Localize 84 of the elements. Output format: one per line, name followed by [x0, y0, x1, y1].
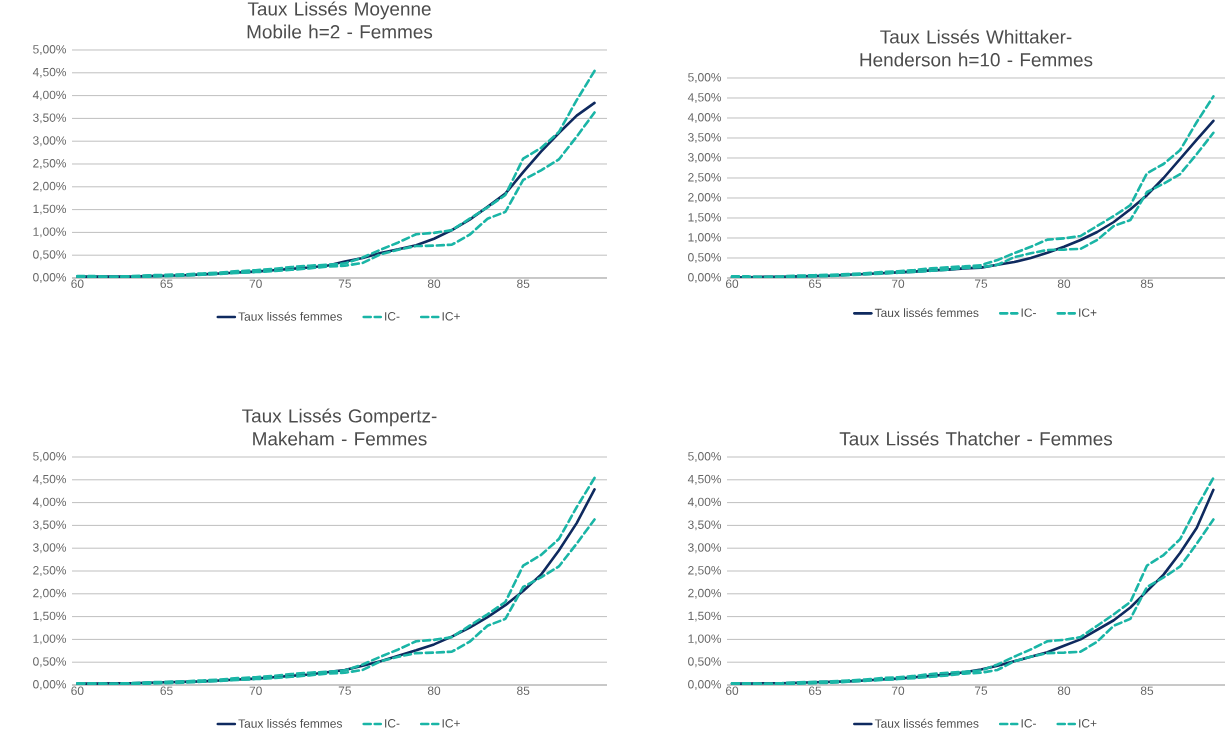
y-tick-label: 5,00% — [33, 45, 67, 55]
y-tick-label: 0,50% — [688, 657, 722, 668]
y-tick-label: 4,00% — [32, 497, 67, 508]
y-tick-label: 2,50% — [688, 566, 722, 576]
x-tick-label: 70 — [891, 686, 905, 695]
y-tick-label: 0,00% — [688, 680, 722, 690]
y-tick-label: 1,50% — [33, 204, 67, 215]
y-tick-label: 3,50% — [33, 520, 67, 531]
x-tick-label: 70 — [249, 279, 262, 288]
legend-label: IC- — [1021, 308, 1036, 317]
y-tick-label: 3,00% — [688, 543, 722, 554]
y-tick-label: 0,50% — [33, 250, 67, 261]
y-tick-label: 3,00% — [33, 543, 67, 554]
y-tick-label: 3,00% — [688, 153, 722, 163]
y-tick-label: 3,50% — [688, 133, 722, 143]
y-tick-label: 2,00% — [33, 181, 67, 192]
legend-label: Taux lissés femmes — [874, 308, 979, 318]
legend-label: IC+ — [1079, 308, 1097, 317]
y-tick-label: 2,50% — [33, 159, 67, 169]
x-tick-label: 80 — [1057, 686, 1071, 695]
x-tick-label: 70 — [249, 686, 262, 695]
y-tick-label: 3,00% — [33, 136, 67, 147]
y-tick-label: 1,50% — [688, 213, 722, 223]
x-tick-label: 65 — [160, 279, 173, 288]
legend-label: IC+ — [442, 312, 460, 321]
y-tick-label: 3,50% — [33, 113, 67, 124]
y-tick-label: 1,00% — [33, 634, 67, 645]
y-tick-label: 2,00% — [688, 588, 722, 599]
y-tick-label: 5,00% — [33, 452, 67, 462]
chart-title: Taux Lissés Gompertz-Makeham - Femmes — [242, 408, 437, 446]
x-tick-label: 80 — [1057, 279, 1071, 288]
x-tick-label: 85 — [1140, 279, 1154, 288]
legend-label: Taux lissés femmes — [874, 718, 979, 728]
legend-label: Taux lissés femmes — [238, 311, 342, 321]
y-tick-label: 0,00% — [33, 273, 67, 283]
x-tick-label: 60 — [725, 279, 739, 288]
x-tick-label: 85 — [1140, 686, 1154, 695]
y-tick-label: 2,00% — [688, 193, 722, 203]
chart-title: Taux Lissés Thatcher - Femmes — [839, 431, 1113, 446]
legend-label: Taux lissés femmes — [238, 718, 342, 728]
x-tick-label: 65 — [808, 686, 822, 695]
y-tick-label: 4,00% — [687, 497, 722, 508]
y-tick-label: 0,50% — [688, 253, 722, 263]
y-tick-label: 2,50% — [688, 173, 722, 183]
y-tick-label: 2,50% — [33, 566, 67, 576]
x-tick-label: 65 — [808, 279, 822, 288]
chart-title: Taux Lissés Whittaker-Henderson h=10 - Femmes — [860, 29, 1093, 67]
y-tick-label: 0,50% — [33, 657, 67, 668]
x-tick-label: 70 — [891, 279, 905, 288]
legend-label: IC+ — [1079, 719, 1097, 728]
y-tick-label: 1,00% — [688, 233, 722, 243]
y-tick-label: 5,00% — [688, 73, 722, 83]
legend-label: IC+ — [442, 719, 460, 728]
y-tick-label: 4,00% — [687, 113, 722, 123]
y-tick-label: 1,00% — [688, 634, 722, 645]
y-tick-label: 3,50% — [688, 520, 722, 531]
x-tick-label: 80 — [427, 279, 441, 288]
x-tick-label: 75 — [974, 279, 988, 288]
x-tick-label: 80 — [427, 686, 441, 695]
y-tick-label: 4,00% — [32, 90, 67, 101]
y-tick-label: 1,00% — [33, 227, 67, 238]
y-tick-label: 1,50% — [33, 611, 67, 622]
x-tick-label: 85 — [517, 686, 530, 695]
x-tick-label: 75 — [974, 686, 988, 695]
y-tick-label: 5,00% — [688, 452, 722, 462]
y-tick-label: 0,00% — [33, 680, 67, 690]
x-tick-label: 75 — [338, 279, 351, 288]
y-tick-label: 0,00% — [688, 273, 722, 283]
x-tick-label: 60 — [725, 686, 739, 695]
legend-label: IC- — [385, 312, 400, 321]
y-tick-label: 1,50% — [688, 611, 722, 622]
legend-label: IC- — [385, 719, 400, 728]
chart-title: Taux Lissés Moyenne Mobile h=2 - Femmes — [247, 1, 433, 39]
y-tick-label: 2,00% — [33, 588, 67, 599]
x-tick-label: 65 — [160, 686, 173, 695]
legend-label: IC- — [1021, 719, 1036, 728]
y-tick-label: 4,50% — [687, 93, 722, 103]
x-tick-label: 75 — [338, 686, 351, 695]
x-tick-label: 85 — [517, 279, 530, 288]
x-tick-label: 60 — [71, 686, 84, 695]
y-tick-label: 4,50% — [687, 474, 722, 485]
x-tick-label: 60 — [71, 279, 84, 288]
y-tick-label: 4,50% — [32, 67, 67, 78]
y-tick-label: 4,50% — [32, 474, 67, 485]
